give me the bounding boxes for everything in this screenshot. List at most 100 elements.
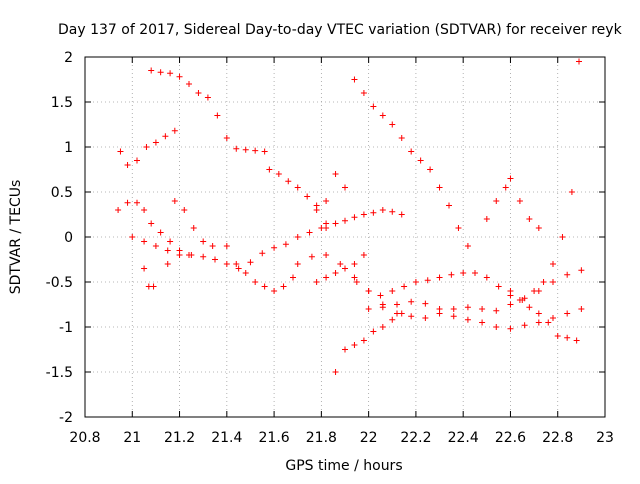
data-point [332,171,339,177]
data-point [306,229,313,236]
x-tick-label: 22.4 [448,430,479,446]
data-point [379,324,386,330]
data-point [360,90,367,96]
data-point [124,162,131,168]
data-points-layer [115,58,585,375]
series-track-4 [115,199,192,258]
data-point [157,69,164,76]
x-tick-label: 23 [596,430,614,446]
data-point [377,292,384,299]
y-tick-label: -0.5 [46,275,73,291]
data-point [223,135,230,141]
series-track-12 [507,288,580,344]
data-point [507,301,514,308]
data-point [389,121,396,128]
y-tick-label: 0.5 [51,185,73,201]
data-point [535,225,542,231]
data-point [446,202,452,209]
data-point [134,157,140,164]
x-tick-label: 21.2 [164,430,195,446]
x-tick-label: 21.6 [259,430,290,446]
data-point [578,267,585,274]
data-point [450,306,457,312]
data-point [209,243,216,249]
data-point [181,207,188,213]
data-point [545,319,552,326]
data-point [412,279,419,285]
data-point [342,184,348,191]
data-point [271,288,278,294]
data-point [141,265,148,272]
data-point [167,238,174,245]
data-point [559,234,566,240]
data-point [313,202,320,209]
data-point [351,274,358,281]
data-point [143,144,150,150]
data-point [408,148,415,155]
data-point [464,316,471,323]
y-tick-label: -1 [59,320,73,336]
data-point [526,216,533,222]
data-point [360,337,367,344]
x-tick-label: 22.6 [495,430,526,446]
data-point [190,225,197,231]
data-point [152,243,159,249]
data-point [531,288,538,294]
series-track-10 [353,270,526,303]
series-track-16 [223,243,296,294]
data-point [398,211,405,218]
grid-layer [85,57,605,417]
data-point [550,261,556,267]
data-point [483,216,490,222]
data-point [417,157,424,164]
series-track-2 [117,127,178,168]
data-point [167,70,174,77]
data-point [564,271,571,278]
series-track-3 [266,166,330,227]
data-point [342,217,348,224]
data-point [195,90,202,96]
data-point [332,220,339,227]
series-track-15 [141,198,216,290]
data-point [516,198,523,204]
data-point [252,279,259,285]
data-point [540,279,547,285]
data-point [323,225,330,231]
data-point [408,313,415,320]
x-tick-label: 20.8 [69,430,100,446]
data-point [389,208,396,215]
x-axis-label: GPS time / hours [285,458,402,474]
data-point [564,310,571,317]
data-point [516,297,523,303]
data-point [493,198,500,204]
data-point [235,265,242,272]
x-tick-label: 22 [360,430,378,446]
data-point [323,198,330,204]
data-point [323,274,330,281]
data-point [464,304,471,311]
data-point [389,288,396,294]
data-point [450,313,457,320]
data-point [422,300,429,307]
data-point [351,214,358,221]
data-point [294,261,301,267]
data-point [148,220,155,227]
series-track-8 [351,76,471,249]
data-point [370,328,377,335]
series-track-11 [365,298,585,332]
data-point [337,261,344,267]
series-track-5 [129,225,325,272]
y-tick-label: 2 [64,50,73,66]
data-point [379,304,386,311]
data-point [176,73,183,80]
data-point [342,346,348,353]
data-point [495,283,502,290]
data-point [564,334,571,341]
data-point [507,288,514,294]
x-tick-label: 21.4 [211,430,242,446]
data-point [436,184,443,191]
data-point [294,234,301,240]
data-point [271,244,278,251]
data-point [308,253,315,260]
data-point [526,304,533,311]
